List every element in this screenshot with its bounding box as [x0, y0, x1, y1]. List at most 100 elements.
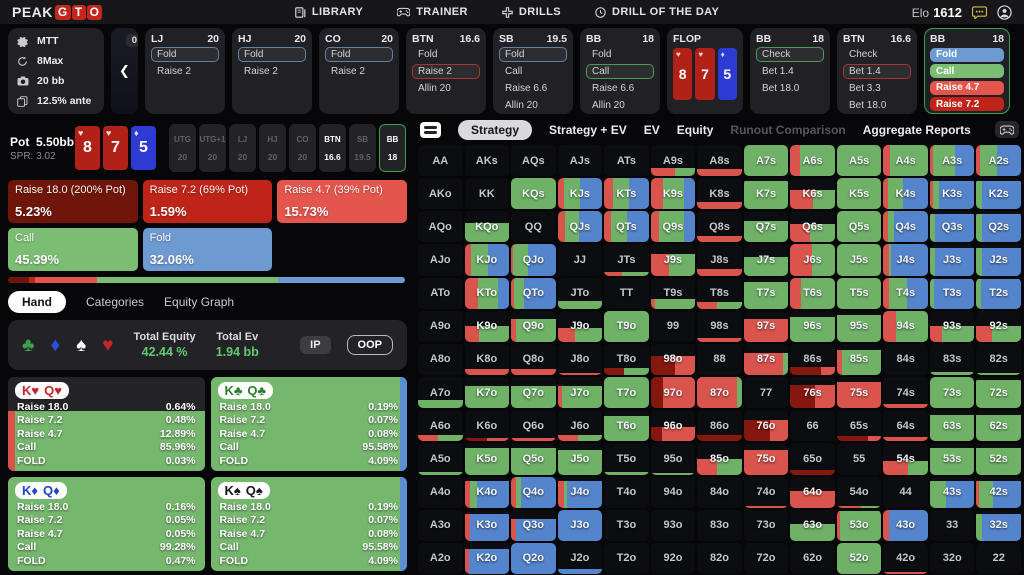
matrix-cell-96s[interactable]: 96s	[790, 310, 835, 342]
matrix-cell-A7s[interactable]: A7s	[743, 145, 789, 177]
matrix-cell-55[interactable]: 55	[836, 443, 882, 475]
matrix-cell-85s[interactable]: 85s	[836, 343, 882, 376]
clubs-filter[interactable]: ♣	[22, 334, 35, 356]
matrix-cell-A7o[interactable]: A7o	[418, 377, 463, 409]
matrix-cell-52o[interactable]: 52o	[836, 542, 882, 574]
tab-hand[interactable]: Hand	[8, 291, 66, 313]
matrix-cell-63s[interactable]: 63s	[929, 410, 975, 442]
matrix-cell-TT[interactable]: TT	[604, 277, 649, 309]
position-chip-sb[interactable]: SB 19.5	[349, 124, 376, 172]
freq-button-raise-4-7-39-pot-[interactable]: Raise 4.7 (39% Pot) 15.73%	[277, 180, 407, 223]
matrix-cell-A4s[interactable]: A4s	[883, 145, 928, 177]
matrix-cell-87o[interactable]: 87o	[697, 377, 742, 409]
collapse-history-button[interactable]: 0 ❮	[111, 28, 138, 114]
matrix-cell-T3s[interactable]: T3s	[929, 277, 975, 309]
matrix-cell-AA[interactable]: AA	[418, 145, 463, 177]
matrix-cell-86o[interactable]: 86o	[697, 410, 742, 442]
history-action-fold[interactable]: Fold	[325, 47, 393, 62]
history-action-bet-18-0[interactable]: Bet 18.0	[762, 83, 800, 94]
matrix-cell-86s[interactable]: 86s	[790, 343, 835, 376]
matrix-cell-Q8s[interactable]: Q8s	[697, 211, 742, 243]
matrix-cell-A8o[interactable]: A8o	[418, 343, 463, 376]
matrix-cell-QTo[interactable]: QTo	[511, 277, 556, 309]
matrix-cell-K6s[interactable]: K6s	[790, 178, 835, 210]
matrix-cell-Q7s[interactable]: Q7s	[743, 211, 789, 243]
matrix-cell-A4o[interactable]: A4o	[418, 476, 463, 508]
nav-library[interactable]: LIBRARY	[295, 6, 363, 18]
history-box-co[interactable]: CO 20 Fold Raise 2	[319, 28, 399, 114]
matrix-cell-82s[interactable]: 82s	[976, 343, 1021, 376]
matrix-cell-97s[interactable]: 97s	[743, 310, 789, 342]
matrix-cell-42o[interactable]: 42o	[883, 542, 928, 574]
matrix-cell-J2o[interactable]: J2o	[557, 542, 603, 574]
matrix-cell-A5o[interactable]: A5o	[418, 443, 463, 475]
matrix-cell-T7s[interactable]: T7s	[743, 277, 789, 309]
tab-aggregate-reports[interactable]: Aggregate Reports	[862, 122, 971, 137]
history-box-hj[interactable]: HJ 20 Fold Raise 2	[232, 28, 312, 114]
matrix-cell-65s[interactable]: 65s	[836, 410, 882, 442]
action-pill-call[interactable]: Call	[930, 64, 1004, 78]
matrix-cell-85o[interactable]: 85o	[697, 443, 742, 475]
history-action-raise-2[interactable]: Raise 2	[331, 66, 365, 77]
matrix-cell-Q5s[interactable]: Q5s	[836, 211, 882, 243]
matrix-cell-A6o[interactable]: A6o	[418, 410, 463, 442]
matrix-cell-KQs[interactable]: KQs	[511, 178, 556, 210]
matrix-cell-62s[interactable]: 62s	[976, 410, 1021, 442]
history-action-raise-2[interactable]: Raise 2	[244, 66, 278, 77]
matrix-cell-K8o[interactable]: K8o	[464, 343, 510, 376]
history-action-raise-2[interactable]: Raise 2	[157, 66, 191, 77]
history-action-fold[interactable]: Fold	[499, 47, 567, 62]
nav-drill-of-the-day[interactable]: DRILL OF THE DAY	[595, 6, 719, 18]
matrix-cell-Q3s[interactable]: Q3s	[929, 211, 975, 243]
matrix-cell-K5s[interactable]: K5s	[836, 178, 882, 210]
matrix-cell-J5s[interactable]: J5s	[836, 244, 882, 276]
tab-strategy-ev[interactable]: Strategy + EV	[549, 122, 627, 137]
matrix-cell-76o[interactable]: 76o	[743, 410, 789, 442]
gamepad-icon[interactable]	[995, 121, 1019, 138]
spades-filter[interactable]: ♠	[76, 334, 87, 356]
matrix-cell-J7s[interactable]: J7s	[743, 244, 789, 276]
matrix-cell-KTo[interactable]: KTo	[464, 277, 510, 309]
position-chip-lj[interactable]: LJ 20	[229, 124, 256, 172]
matrix-cell-64s[interactable]: 64s	[883, 410, 928, 442]
matrix-cell-Q4s[interactable]: Q4s	[883, 211, 928, 243]
tab-equity-graph[interactable]: Equity Graph	[164, 295, 235, 309]
matrix-cell-K9o[interactable]: K9o	[464, 310, 510, 342]
history-action-raise-2[interactable]: Raise 2	[412, 64, 480, 79]
history-box-lj[interactable]: LJ 20 Fold Raise 2	[145, 28, 225, 114]
matrix-cell-84s[interactable]: 84s	[883, 343, 928, 376]
tab-runout-comparison[interactable]: Runout Comparison	[730, 122, 846, 137]
matrix-cell-76s[interactable]: 76s	[790, 377, 835, 409]
matrix-cell-73o[interactable]: 73o	[743, 509, 789, 541]
history-action-bet-18-0[interactable]: Bet 18.0	[849, 100, 887, 111]
matrix-cell-T2s[interactable]: T2s	[976, 277, 1021, 309]
matrix-cell-66[interactable]: 66	[790, 410, 835, 442]
matrix-cell-K9s[interactable]: K9s	[650, 178, 696, 210]
combo-card-KQhearts[interactable]: K♥ Q♥ Raise 18.0 0.64% Raise 7.2 0.48% Raise …	[8, 377, 205, 471]
tab-strategy[interactable]: Strategy	[458, 119, 533, 140]
matrix-cell-K2s[interactable]: K2s	[976, 178, 1021, 210]
matrix-cell-J2s[interactable]: J2s	[976, 244, 1021, 276]
action-pill-raise-7-2[interactable]: Raise 7.2	[930, 97, 1004, 111]
matrix-cell-AQs[interactable]: AQs	[511, 145, 556, 177]
matrix-cell-73s[interactable]: 73s	[929, 377, 975, 409]
matrix-cell-A8s[interactable]: A8s	[697, 145, 742, 177]
matrix-cell-J4o[interactable]: J4o	[557, 476, 603, 508]
matrix-cell-53o[interactable]: 53o	[836, 509, 882, 541]
nav-drills[interactable]: DRILLS	[502, 6, 561, 18]
matrix-cell-T9o[interactable]: T9o	[604, 310, 649, 342]
matrix-cell-T7o[interactable]: T7o	[604, 377, 649, 409]
matrix-cell-54s[interactable]: 54s	[883, 443, 928, 475]
matrix-cell-Q7o[interactable]: Q7o	[511, 377, 556, 409]
matrix-cell-A9o[interactable]: A9o	[418, 310, 463, 342]
matrix-cell-T6o[interactable]: T6o	[604, 410, 649, 442]
matrix-cell-94o[interactable]: 94o	[650, 476, 696, 508]
matrix-cell-94s[interactable]: 94s	[883, 310, 928, 342]
matrix-cell-97o[interactable]: 97o	[650, 377, 696, 409]
tab-ev[interactable]: EV	[643, 122, 660, 137]
matrix-cell-QJo[interactable]: QJo	[511, 244, 556, 276]
matrix-cell-33[interactable]: 33	[929, 509, 975, 541]
matrix-cell-87s[interactable]: 87s	[743, 343, 789, 376]
matrix-cell-K6o[interactable]: K6o	[464, 410, 510, 442]
